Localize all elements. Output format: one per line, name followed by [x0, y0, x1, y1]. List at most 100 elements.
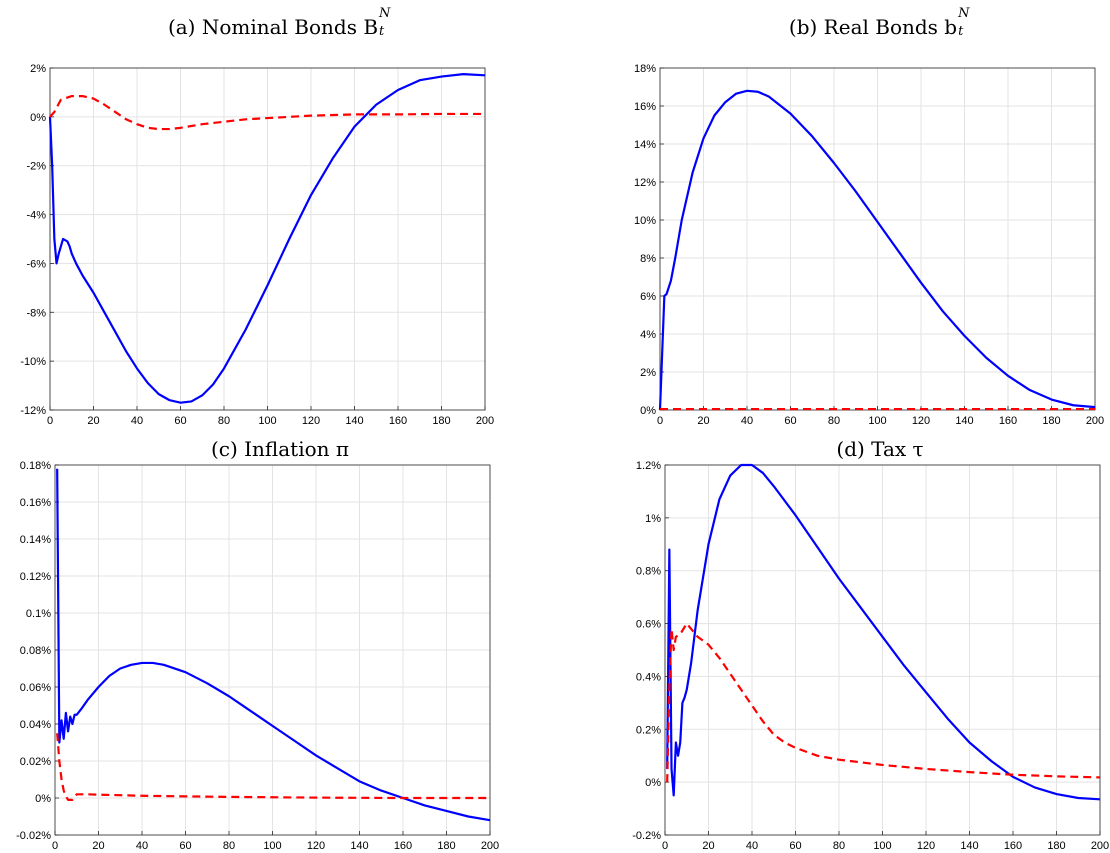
y-tick-label: 0.04% [20, 719, 51, 731]
x-tick-label: 140 [960, 840, 978, 852]
x-tick-label: 80 [828, 415, 840, 427]
x-tick-label: 60 [789, 840, 801, 852]
x-tick-label: 200 [1091, 840, 1109, 852]
y-tick-label: 2% [640, 367, 656, 379]
y-tick-label: 0.8% [636, 566, 661, 578]
y-tick-label: 0.18% [20, 460, 51, 472]
y-tick-label: 18% [634, 63, 656, 75]
x-tick-label: 40 [131, 415, 143, 427]
x-tick-label: 20 [697, 415, 709, 427]
x-tick-label: 140 [955, 415, 973, 427]
y-tick-label: 4% [640, 329, 656, 341]
y-tick-label: 0.06% [20, 682, 51, 694]
series-line-dashed-red [666, 622, 1101, 783]
x-tick-label: 60 [179, 840, 191, 852]
y-tick-label: 0% [640, 405, 656, 417]
y-tick-label: 0.16% [20, 497, 51, 509]
x-tick-label: 140 [350, 840, 368, 852]
x-tick-label: 0 [657, 415, 663, 427]
x-tick-label: 0 [662, 840, 668, 852]
series-line-dashed-red [56, 733, 490, 801]
y-tick-label: -4% [26, 210, 46, 222]
x-tick-label: 60 [784, 415, 796, 427]
series-line-solid-blue [666, 463, 1101, 801]
panel-b-title-sub: t [958, 24, 964, 39]
x-tick-label: 20 [702, 840, 714, 852]
y-tick-label: -0.02% [16, 830, 51, 842]
y-tick-label: 10% [634, 215, 656, 227]
panel-a-title-sup: N [379, 6, 391, 21]
x-tick-label: 140 [345, 415, 363, 427]
y-tick-label: 0.6% [636, 619, 661, 631]
x-tick-label: 160 [1004, 840, 1022, 852]
series-line-dashed-red [49, 94, 485, 131]
y-tick-label: -6% [26, 258, 46, 270]
x-tick-label: 80 [223, 840, 235, 852]
y-tick-label: 6% [640, 291, 656, 303]
x-tick-label: 40 [741, 415, 753, 427]
y-tick-label: -12% [20, 405, 46, 417]
y-tick-label: 1.2% [636, 460, 661, 472]
panel-c-title: (c) Inflation π [70, 437, 490, 461]
x-tick-label: 80 [218, 415, 230, 427]
x-tick-label: 0 [47, 415, 53, 427]
x-tick-label: 100 [873, 840, 891, 852]
x-tick-label: 100 [868, 415, 886, 427]
y-tick-label: 0% [30, 112, 46, 124]
y-tick-label: 16% [634, 101, 656, 113]
y-tick-label: 8% [640, 253, 656, 265]
x-tick-label: 120 [307, 840, 325, 852]
x-tick-label: 180 [437, 840, 455, 852]
panel-d-title: (d) Tax τ [670, 437, 1090, 461]
panel-a-title-sub: t [379, 24, 385, 39]
x-tick-label: 200 [476, 415, 494, 427]
x-tick-label: 100 [263, 840, 281, 852]
x-tick-label: 100 [258, 415, 276, 427]
x-tick-label: 120 [917, 840, 935, 852]
x-tick-label: 80 [833, 840, 845, 852]
y-tick-label: -10% [20, 356, 46, 368]
y-tick-label: 1% [645, 513, 661, 525]
panel-b-title-text: (b) Real Bonds b [788, 15, 958, 39]
x-tick-label: 60 [174, 415, 186, 427]
y-tick-label: 0.14% [20, 534, 51, 546]
y-tick-label: 0% [645, 777, 661, 789]
panel-d-title-text: (d) Tax τ [836, 437, 924, 461]
series-line-solid-blue [658, 89, 1096, 411]
series-line-solid-blue [56, 468, 491, 822]
chart-panel-a: 0 20 40 60 80 100 120 140 160 180 200 -12% -10% -8% -6… [20, 63, 494, 427]
x-tick-label: 0 [52, 840, 58, 852]
y-tick-label: 0.2% [636, 724, 661, 736]
x-tick-label: 40 [746, 840, 758, 852]
y-tick-label: 0.12% [20, 571, 51, 583]
x-tick-label: 120 [302, 415, 320, 427]
x-tick-label: 180 [1047, 840, 1065, 852]
x-tick-label: 180 [432, 415, 450, 427]
y-tick-label: 14% [634, 139, 656, 151]
y-tick-label: 2% [30, 63, 46, 75]
x-tick-label: 200 [481, 840, 499, 852]
y-tick-label: 0.1% [26, 608, 51, 620]
x-tick-label: 20 [92, 840, 104, 852]
x-tick-label: 160 [389, 415, 407, 427]
x-tick-label: 160 [999, 415, 1017, 427]
panel-b-title-sup: N [958, 6, 970, 21]
y-tick-label: 0% [35, 793, 51, 805]
chart-panel-c: 0 20 40 60 80 100 120 140 160 180 200 -0.02% 0% 0.02%… [16, 460, 499, 852]
y-tick-label: -8% [26, 307, 46, 319]
x-tick-label: 160 [394, 840, 412, 852]
y-tick-label: 0.08% [20, 645, 51, 657]
y-tick-label: 12% [634, 177, 656, 189]
chart-panel-b: 0 20 40 60 80 100 120 140 160 180 200 0% 2% 4% 6% 8% 10%… [634, 63, 1104, 427]
y-tick-label: -2% [26, 161, 46, 173]
x-tick-label: 200 [1086, 415, 1104, 427]
x-tick-label: 20 [87, 415, 99, 427]
y-tick-label: -0.2% [632, 830, 661, 842]
x-tick-label: 40 [136, 840, 148, 852]
panel-a-title-text: (a) Nominal Bonds B [167, 15, 379, 39]
